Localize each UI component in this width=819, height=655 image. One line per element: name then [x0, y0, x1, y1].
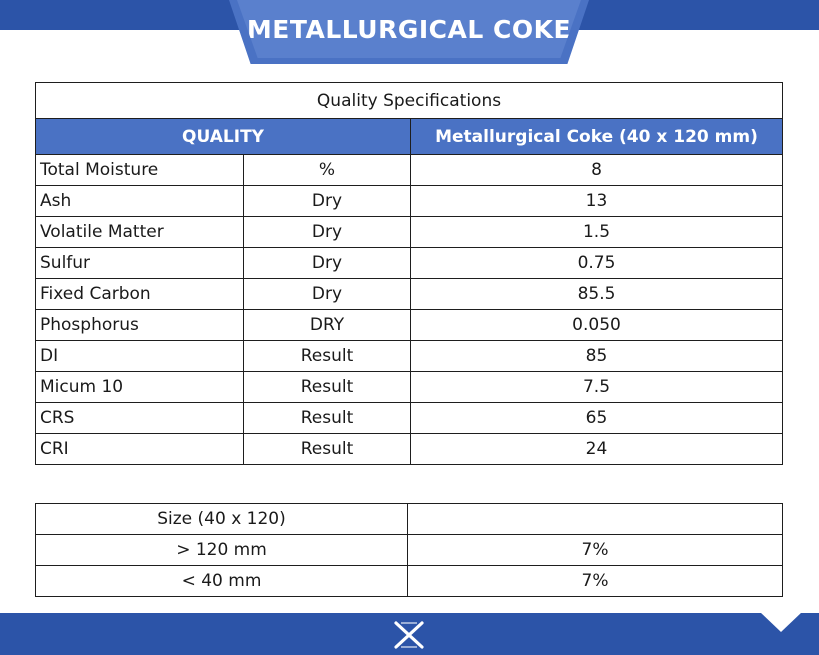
- quality-basis-cell: Dry: [243, 278, 411, 310]
- table-caption: Quality Specifications: [35, 82, 783, 119]
- table-row: Volatile Matter Dry 1.5: [35, 216, 783, 248]
- table-header-row: QUALITY Metallurgical Coke (40 x 120 mm): [35, 118, 783, 155]
- quality-basis-cell: %: [243, 154, 411, 186]
- quality-basis-cell: DRY: [243, 309, 411, 341]
- table-row: Ash Dry 13: [35, 185, 783, 217]
- quality-basis-cell: Result: [243, 371, 411, 403]
- x-logo-icon: [394, 621, 424, 649]
- quality-value-cell: 7.5: [410, 371, 783, 403]
- quality-basis-cell: Dry: [243, 247, 411, 279]
- table-row: CRI Result 24: [35, 433, 783, 465]
- size-label-cell: < 40 mm: [35, 565, 408, 597]
- size-label-cell: > 120 mm: [35, 534, 408, 566]
- quality-value-cell: 85.5: [410, 278, 783, 310]
- size-header-label: Size (40 x 120): [35, 503, 408, 535]
- size-value-cell: 7%: [407, 534, 783, 566]
- size-row: > 120 mm 7%: [35, 534, 783, 566]
- quality-value-cell: 85: [410, 340, 783, 372]
- table-row: Micum 10 Result 7.5: [35, 371, 783, 403]
- quality-value-cell: 24: [410, 433, 783, 465]
- quality-name-cell: Fixed Carbon: [35, 278, 244, 310]
- quality-name-cell: DI: [35, 340, 244, 372]
- table-row: Sulfur Dry 0.75: [35, 247, 783, 279]
- quality-value-cell: 0.75: [410, 247, 783, 279]
- table-row: CRS Result 65: [35, 402, 783, 434]
- quality-value-cell: 13: [410, 185, 783, 217]
- size-row: < 40 mm 7%: [35, 565, 783, 597]
- quality-name-cell: Ash: [35, 185, 244, 217]
- quality-name-cell: Sulfur: [35, 247, 244, 279]
- quality-name-cell: Volatile Matter: [35, 216, 244, 248]
- quality-name-cell: Micum 10: [35, 371, 244, 403]
- quality-name-cell: Total Moisture: [35, 154, 244, 186]
- quality-basis-cell: Result: [243, 433, 411, 465]
- quality-column-header: QUALITY: [35, 118, 411, 155]
- table-row: Phosphorus DRY 0.050: [35, 309, 783, 341]
- table-caption-row: Quality Specifications: [35, 82, 783, 119]
- table-row: DI Result 85: [35, 340, 783, 372]
- quality-basis-cell: Result: [243, 402, 411, 434]
- table-body: Total Moisture% 8 Ash Dry 13 Volatile Matter D…: [35, 154, 783, 465]
- quality-basis-cell: Dry: [243, 216, 411, 248]
- quality-name-cell: CRS: [35, 402, 244, 434]
- quality-value-cell: 8: [410, 154, 783, 186]
- quality-value-cell: 65: [410, 402, 783, 434]
- page-title: METALLURGICAL COKE: [237, 0, 581, 58]
- size-value-cell: 7%: [407, 565, 783, 597]
- size-table: Size (40 x 120) > 120 mm 7% < 40 mm 7%: [35, 503, 783, 597]
- size-header-row: Size (40 x 120): [35, 503, 783, 535]
- quality-name-cell: CRI: [35, 433, 244, 465]
- table-row: Total Moisture% 8: [35, 154, 783, 186]
- size-table-body: > 120 mm 7% < 40 mm 7%: [35, 534, 783, 597]
- quality-basis-cell: Result: [243, 340, 411, 372]
- quality-value-cell: 1.5: [410, 216, 783, 248]
- quality-specifications-table: Quality Specifications QUALITY Metallurg…: [35, 82, 783, 465]
- quality-name-cell: Phosphorus: [35, 309, 244, 341]
- quality-basis-cell: Dry: [243, 185, 411, 217]
- size-header-value: [407, 503, 783, 535]
- product-column-header: Metallurgical Coke (40 x 120 mm): [410, 118, 783, 155]
- quality-value-cell: 0.050: [410, 309, 783, 341]
- table-row: Fixed Carbon Dry 85.5: [35, 278, 783, 310]
